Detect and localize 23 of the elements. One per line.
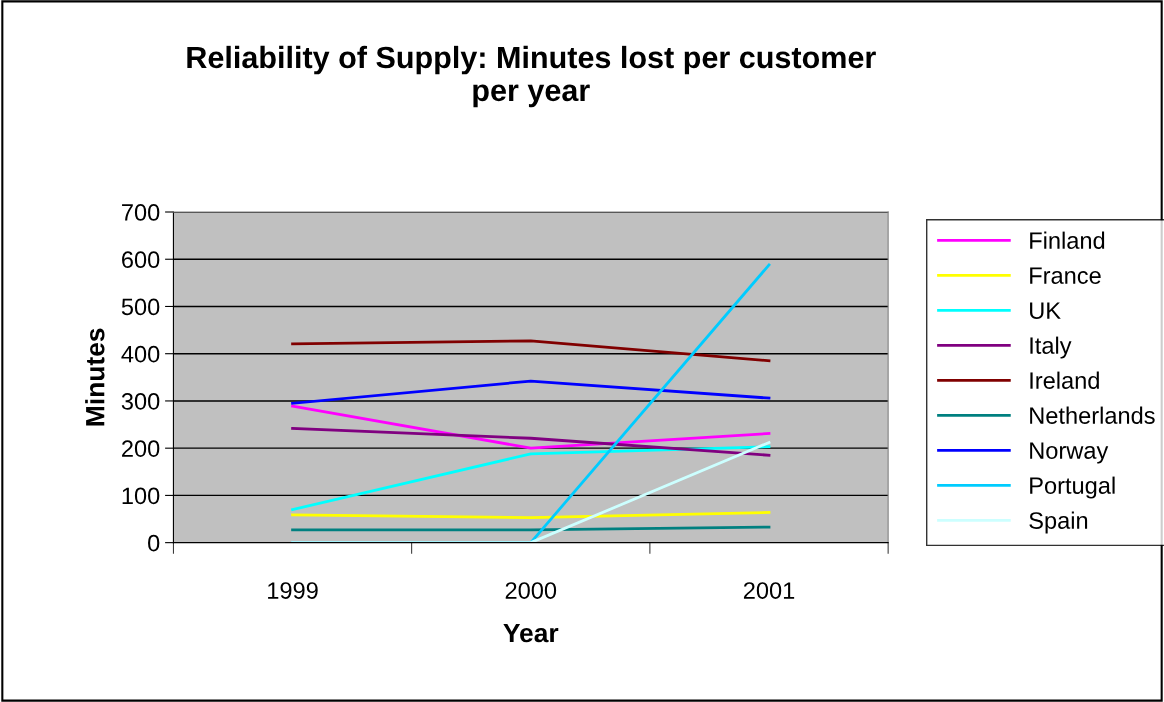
legend-label: Portugal [1030,476,1115,499]
y-tick-label: 200 [122,440,160,457]
legend-label: Netherlands [1030,406,1155,424]
legend-label: UK [1030,302,1061,319]
y-tick-label: 100 [122,487,160,505]
legend-label: France [1030,267,1101,284]
y-tick-label: 500 [121,298,160,316]
y-tick-label: 600 [122,251,160,269]
chart-title: Reliability of Supply: Minutes lost per customer per year [187,45,876,108]
y-tick-label: 300 [121,393,160,410]
legend-label: Norway [1030,442,1109,464]
y-tick-label: 700 [122,204,160,221]
legend-label: Finland [1030,231,1105,249]
y-tick-label: 400 [121,345,160,363]
x-tick-label: 1999 [268,582,318,599]
y-axis-title: Minutes [85,328,105,426]
legend-label: Ireland [1030,371,1099,389]
x-tick-label: 2001 [743,582,795,599]
y-tick-label: 0 [148,534,160,552]
x-tick-label: 2000 [505,582,557,599]
x-axis-title: Year [503,623,559,643]
legend-label: Italy [1030,336,1072,359]
legend-label: Spain [1029,511,1088,534]
